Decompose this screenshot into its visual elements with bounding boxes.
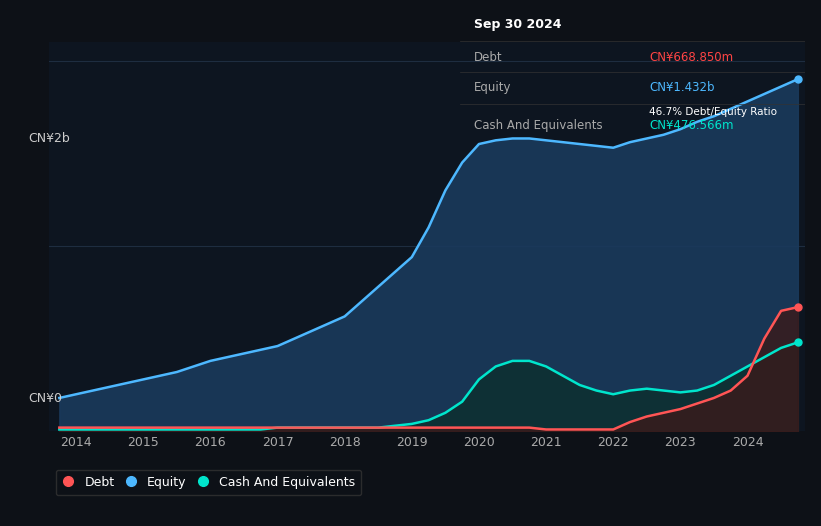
Text: Equity: Equity [474, 82, 511, 94]
Text: CN¥476.566m: CN¥476.566m [649, 119, 734, 132]
Text: Cash And Equivalents: Cash And Equivalents [474, 119, 602, 132]
Text: Sep 30 2024: Sep 30 2024 [474, 18, 561, 31]
Text: 46.7% Debt/Equity Ratio: 46.7% Debt/Equity Ratio [649, 107, 777, 117]
Text: Debt: Debt [474, 50, 502, 64]
Text: CN¥0: CN¥0 [29, 392, 62, 406]
Text: CN¥2b: CN¥2b [29, 132, 71, 145]
Text: CN¥1.432b: CN¥1.432b [649, 82, 715, 94]
Text: CN¥668.850m: CN¥668.850m [649, 50, 733, 64]
Legend: Debt, Equity, Cash And Equivalents: Debt, Equity, Cash And Equivalents [56, 470, 361, 495]
